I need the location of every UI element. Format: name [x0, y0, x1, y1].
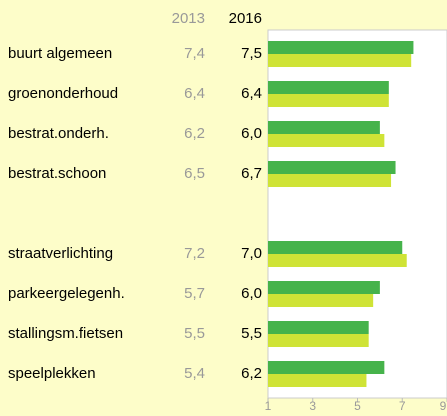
bar: [268, 161, 396, 174]
category-label: bestrat.onderh.: [8, 125, 109, 142]
value-label: 6,7: [241, 165, 262, 182]
bar: [268, 121, 380, 134]
column-header: 2016: [229, 10, 262, 27]
category-label: parkeergelegenh.: [8, 285, 125, 302]
x-tick-label: 5: [354, 399, 361, 413]
bar: [268, 94, 389, 107]
x-tick-label: 3: [309, 399, 316, 413]
bar: [268, 294, 374, 307]
value-label: 7,4: [184, 45, 205, 62]
value-label: 6,4: [184, 85, 205, 102]
category-label: bestrat.schoon: [8, 165, 106, 182]
value-label: 7,0: [241, 245, 262, 262]
bar: [268, 254, 407, 267]
bar: [268, 321, 369, 334]
bar: [268, 374, 367, 387]
value-label: 6,2: [241, 365, 262, 382]
value-label: 5,7: [184, 285, 205, 302]
bar: [268, 241, 403, 254]
category-label: straatverlichting: [8, 245, 113, 262]
bar: [268, 81, 389, 94]
value-label: 7,5: [241, 45, 262, 62]
x-tick-label: 7: [399, 399, 406, 413]
x-tick-label: 1: [265, 399, 272, 413]
bar: [268, 334, 369, 347]
value-label: 5,5: [184, 325, 205, 342]
x-tick-label: 9: [440, 399, 447, 413]
bar: [268, 54, 412, 67]
category-label: groenonderhoud: [8, 85, 118, 102]
bar: [268, 41, 414, 54]
value-label: 5,5: [241, 325, 262, 342]
value-label: 6,4: [241, 85, 262, 102]
value-label: 7,2: [184, 245, 205, 262]
category-label: speelplekken: [8, 365, 96, 382]
category-label: buurt algemeen: [8, 45, 112, 62]
value-label: 6,0: [241, 285, 262, 302]
bar: [268, 361, 385, 374]
category-label: stallingsm.fietsen: [8, 325, 123, 342]
bar: [268, 281, 380, 294]
value-label: 5,4: [184, 365, 205, 382]
bar: [268, 134, 385, 147]
column-header: 2013: [172, 10, 205, 27]
value-label: 6,0: [241, 125, 262, 142]
value-label: 6,2: [184, 125, 205, 142]
bar: [268, 174, 392, 187]
value-label: 6,5: [184, 165, 205, 182]
